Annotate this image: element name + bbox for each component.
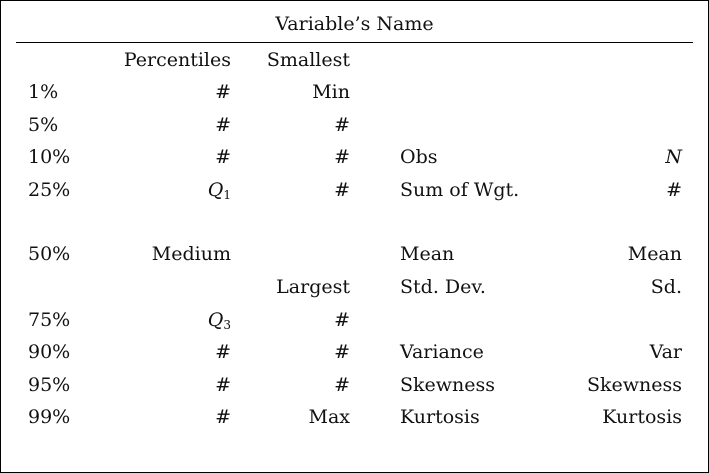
stat-label: Kurtosis [400, 406, 480, 428]
smallest-value: # [334, 114, 350, 136]
percentile-value: # [215, 114, 231, 136]
header-row: Percentiles Smallest [1, 46, 708, 74]
stat-label: Skewness [400, 374, 496, 396]
table-row: 5% # # [1, 111, 708, 139]
largest-header: Largest [276, 276, 350, 298]
stat-label: Mean [400, 243, 455, 265]
smallest-value: # [334, 179, 350, 201]
percentile-label: 90% [28, 341, 71, 363]
smallest-value: Min [312, 81, 350, 103]
stat-value: Skewness [586, 374, 682, 396]
percentile-label: 10% [28, 146, 71, 168]
largest-value: # [334, 341, 350, 363]
percentile-value: Medium [151, 243, 231, 265]
percentile-label: 50% [28, 243, 71, 265]
percentile-value: # [215, 406, 231, 428]
stat-label: Sum of Wgt. [400, 179, 520, 201]
percentile-label: 75% [28, 309, 71, 331]
quartile-three: Q3 [208, 306, 231, 334]
table-row: 25% Q1 # Sum of Wgt. # [1, 176, 708, 204]
percentile-value: # [215, 374, 231, 396]
percentile-value: # [215, 81, 231, 103]
largest-value: # [334, 374, 350, 396]
quartile-one: Q1 [208, 176, 231, 204]
table-row: 90% # # Variance Var [1, 338, 708, 366]
title-rule [16, 42, 693, 43]
table-row: Largest Std. Dev. Sd. [1, 273, 708, 301]
table-row: 50% Medium Mean Mean [1, 240, 708, 268]
smallest-header: Smallest [266, 49, 350, 71]
percentile-label: 95% [28, 374, 71, 396]
table-row: 75% Q3 # [1, 306, 708, 334]
stat-value: Var [649, 341, 682, 363]
percentile-label: 25% [28, 179, 71, 201]
quartile-symbol: Q [207, 179, 224, 201]
table-row: 1% # Min [1, 78, 708, 106]
quartile-symbol: Q [207, 309, 224, 331]
percentiles-header: Percentiles [123, 49, 231, 71]
largest-value: # [334, 309, 350, 331]
quartile-subscript: 1 [223, 188, 231, 202]
stat-value: Sd. [650, 276, 682, 298]
quartile-subscript: 3 [223, 318, 231, 332]
percentile-label: 99% [28, 406, 71, 428]
largest-value: Max [308, 406, 351, 428]
stat-value: Mean [627, 243, 682, 265]
table-row: 99% # Max Kurtosis Kurtosis [1, 403, 708, 431]
stat-label: Obs [400, 146, 438, 168]
table-row: 95% # # Skewness Skewness [1, 371, 708, 399]
smallest-value: # [334, 146, 350, 168]
percentile-label: 5% [28, 114, 59, 136]
table-title: Variable’s Name [275, 13, 434, 35]
stat-value: # [666, 179, 682, 201]
percentile-label: 1% [28, 81, 59, 103]
percentile-value: # [215, 146, 231, 168]
stat-label: Variance [400, 341, 484, 363]
stat-value: Kurtosis [602, 406, 682, 428]
percentile-value: # [215, 341, 231, 363]
table-row: 10% # # Obs N [1, 143, 708, 171]
stat-label: Std. Dev. [400, 276, 486, 298]
stat-value: N [665, 146, 682, 168]
